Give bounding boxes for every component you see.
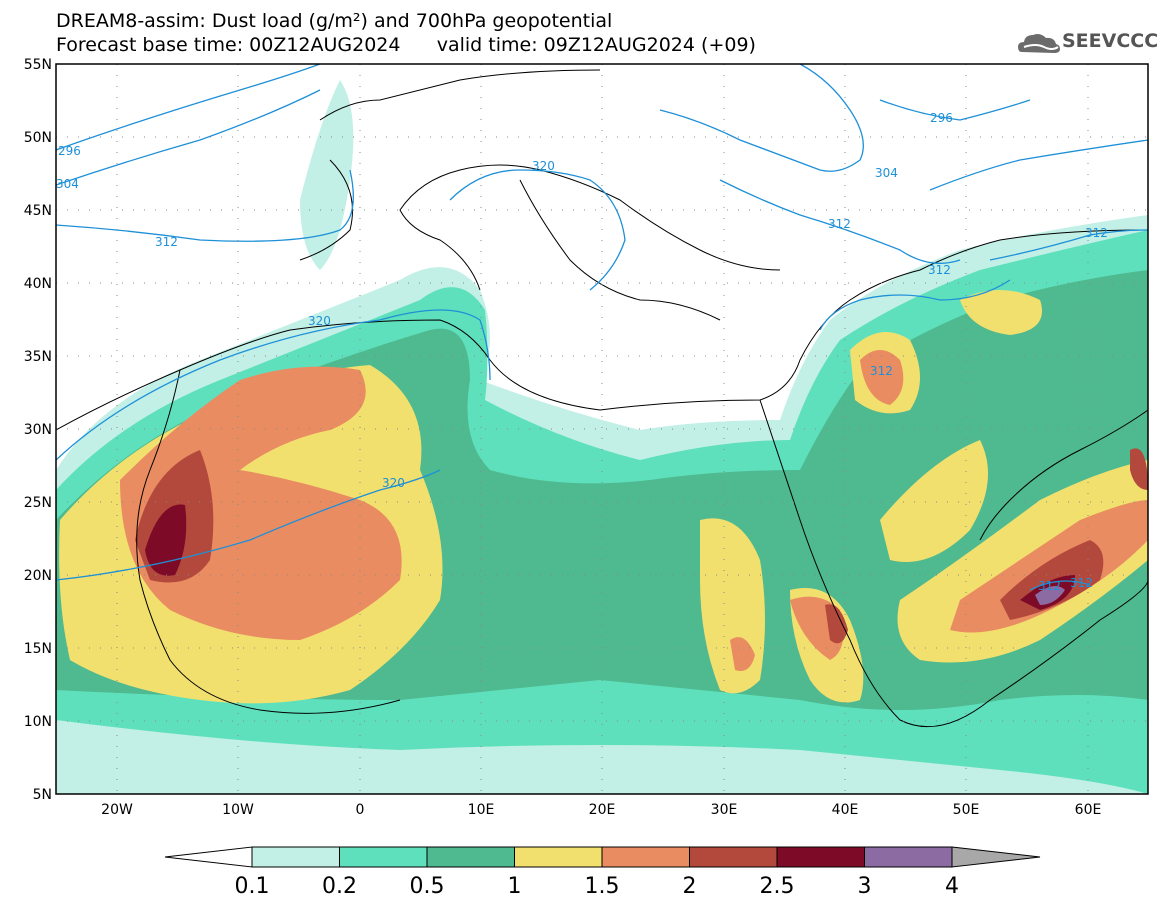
contour-label: 304	[875, 166, 898, 180]
contour-labels: 296 304 312 320 320 320 296 304 312 312 …	[56, 111, 1108, 593]
contour-label: 320	[308, 314, 331, 328]
colorbar-label: 2.5	[760, 874, 795, 899]
lat-tick: 50N	[24, 130, 52, 146]
lon-tick: 20W	[101, 802, 133, 818]
contour-label: 312	[1038, 579, 1061, 593]
map-frame	[55, 63, 1149, 795]
colorbar-label: 4	[945, 874, 959, 899]
colorbar-label: 1	[508, 874, 522, 899]
forecast-time-line: Forecast base time: 00Z12AUG2024 valid t…	[56, 34, 756, 56]
colorbar-label: 0.5	[410, 874, 445, 899]
contour-label: 320	[382, 476, 405, 490]
colorbar-swatch	[689, 846, 778, 868]
lat-tick: 5N	[33, 787, 52, 803]
contour-label: 312	[828, 217, 851, 231]
lon-tick: 50E	[953, 802, 980, 818]
contour-label: 312	[928, 263, 951, 277]
logo-text: SEEVCCC	[1062, 30, 1159, 52]
colorbar: 0.1 0.2 0.5 1 1.5 2 2.5 3 4	[164, 846, 1041, 899]
colorbar-swatch	[514, 846, 603, 868]
colorbar-swatch	[776, 846, 865, 868]
lat-tick: 25N	[24, 495, 52, 511]
lon-tick: 30E	[711, 802, 738, 818]
lon-tick: 60E	[1075, 802, 1102, 818]
colorbar-swatch	[426, 846, 515, 868]
colorbar-swatch	[864, 846, 953, 868]
contour-label: 312	[1085, 226, 1108, 240]
lon-tick: 20E	[589, 802, 616, 818]
colorbar-label: 2	[683, 874, 697, 899]
lon-tick: 0	[356, 802, 365, 818]
colorbar-swatch	[339, 846, 428, 868]
longitude-labels: 20W 10W 0 10E 20E 30E 40E 50E 60E	[101, 802, 1101, 818]
cloud-logo-icon	[1018, 34, 1060, 53]
contour-label: 312	[155, 235, 178, 249]
lat-tick: 15N	[24, 641, 52, 657]
contour-label: 312	[1070, 576, 1093, 590]
geopotential-contours	[56, 64, 1148, 591]
colorbar-label: 3	[858, 874, 872, 899]
map-title: DREAM8-assim: Dust load (g/m²) and 700hP…	[56, 10, 613, 32]
colorbar-lower-arrow	[164, 846, 253, 868]
colorbar-upper-arrow	[951, 846, 1041, 868]
lon-tick: 10W	[222, 802, 254, 818]
lon-tick: 10E	[468, 802, 495, 818]
contour-label: 296	[58, 144, 81, 158]
lat-tick: 20N	[24, 568, 52, 584]
lat-tick: 10N	[24, 714, 52, 730]
contour-label: 320	[532, 159, 555, 173]
colorbar-label: 0.1	[235, 874, 270, 899]
contour-label: 304	[56, 177, 79, 191]
colorbar-label: 0.2	[322, 874, 357, 899]
lat-tick: 35N	[24, 349, 52, 365]
colorbar-swatch	[251, 846, 340, 868]
contour-label: 296	[930, 111, 953, 125]
lon-tick: 40E	[832, 802, 859, 818]
colorbar-swatch	[601, 846, 690, 868]
dust-field	[56, 64, 1148, 794]
lat-tick: 30N	[24, 422, 52, 438]
latitude-labels: 55N 50N 45N 40N 35N 30N 25N 20N 15N 10N …	[24, 57, 52, 803]
colorbar-label: 1.5	[585, 874, 620, 899]
lat-tick: 45N	[24, 203, 52, 219]
lat-tick: 55N	[24, 57, 52, 73]
contour-label: 312	[870, 364, 893, 378]
graticule	[56, 64, 1148, 794]
lat-tick: 40N	[24, 276, 52, 292]
